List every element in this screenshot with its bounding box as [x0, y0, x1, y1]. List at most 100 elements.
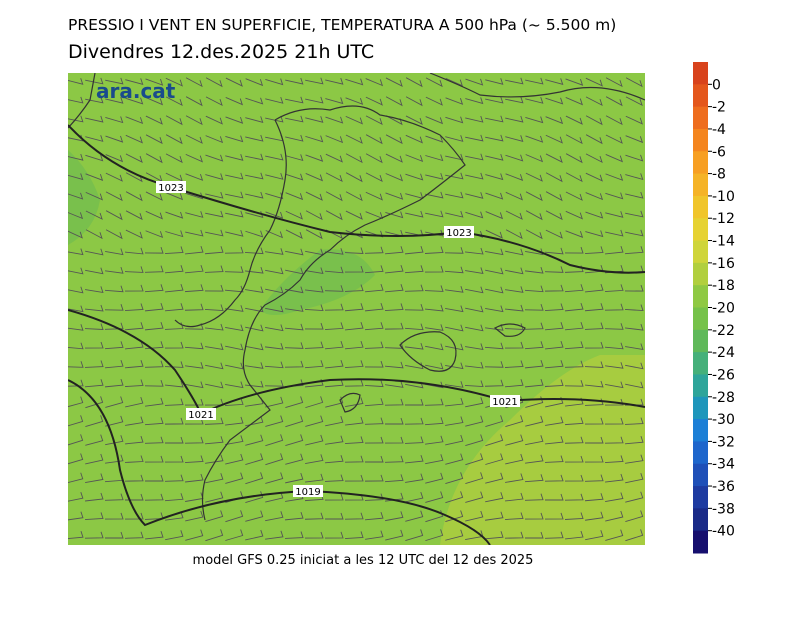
colorbar-segment [693, 84, 708, 108]
colorbar-segment [693, 508, 708, 532]
wind-barb [524, 341, 544, 350]
wind-barb [104, 359, 124, 369]
wind-barb [584, 303, 604, 312]
wind-barb [364, 493, 384, 501]
wind-barb [265, 248, 284, 255]
wind-barb [385, 153, 403, 163]
wind-barb [465, 491, 484, 503]
wind-barb [245, 266, 264, 274]
wind-barb [185, 211, 204, 218]
wind-barb [305, 191, 323, 201]
wind-barb [465, 286, 484, 294]
wind-barb [205, 135, 224, 144]
wind-barb [85, 115, 104, 123]
wind-barb [68, 324, 84, 331]
isobar-labels: 1023 1023 1021 1021 1019 [156, 181, 520, 498]
wind-barb [105, 229, 123, 240]
wind-barb [225, 97, 244, 106]
isobar [68, 124, 645, 274]
temperature-zone [260, 249, 375, 315]
wind-barb [104, 512, 124, 520]
wind-barb [225, 453, 244, 465]
wind-barb [105, 135, 124, 143]
wind-barb [85, 77, 104, 85]
wind-barb [604, 417, 624, 425]
wind-barb [304, 360, 324, 369]
isobar-label: 1021 [188, 410, 213, 421]
wind-barb [485, 173, 504, 181]
wind-barb [185, 473, 204, 483]
wind-barb [385, 529, 404, 541]
wind-barb [85, 229, 103, 240]
colorbar-label: -28 [712, 390, 735, 406]
wind-barb [68, 230, 83, 239]
wind-barb [564, 455, 584, 463]
wind-barb [105, 210, 123, 221]
coastline [68, 73, 96, 129]
wind-barb [604, 245, 624, 255]
wind-barb [85, 304, 104, 312]
wind-barb [185, 192, 204, 200]
wind-barb [324, 341, 344, 350]
wind-barb [205, 323, 224, 331]
wind-barb [345, 416, 364, 426]
wind-barb [144, 321, 164, 331]
wind-barb [444, 247, 464, 254]
wind-barb [144, 360, 164, 368]
wind-barb [485, 153, 504, 161]
wind-barb [205, 154, 224, 162]
wind-barb [245, 472, 264, 485]
wind-barb [224, 246, 244, 254]
wind-barb [145, 78, 164, 86]
wind-barb [505, 210, 523, 220]
wind-barb [525, 415, 544, 427]
wind-barb [585, 153, 603, 164]
wind-barb [285, 434, 304, 446]
wind-barb [364, 380, 384, 388]
wind-barb [425, 324, 444, 331]
wind-barb [405, 362, 424, 370]
wind-barb [445, 343, 464, 351]
isobar-label: 1019 [295, 487, 320, 498]
wind-barb [445, 77, 463, 87]
wind-barb [205, 191, 224, 199]
wind-barb [405, 210, 424, 218]
wind-barb [185, 115, 203, 126]
wind-barb [305, 210, 323, 221]
wind-barb [68, 361, 84, 368]
wind-barb [545, 416, 564, 426]
wind-barb [165, 77, 183, 87]
wind-barb [625, 210, 644, 218]
wind-barb [85, 135, 104, 142]
wind-barb [144, 474, 164, 482]
wind-barb [85, 492, 104, 502]
wind-barb [524, 493, 544, 501]
wind-barb [584, 322, 604, 330]
wind-barb [305, 267, 324, 275]
wind-barb [224, 266, 244, 273]
wind-barb [245, 191, 264, 199]
wind-barb [545, 153, 563, 163]
colorbar-label: -12 [712, 211, 735, 227]
wind-barb [145, 115, 163, 125]
wind-barb [245, 153, 264, 161]
wind-barb [265, 173, 284, 180]
wind-barb [285, 453, 304, 465]
wind-barb [364, 246, 384, 254]
wind-barb [324, 266, 344, 274]
wind-barb [525, 172, 543, 182]
isobar [68, 309, 645, 416]
isobar [68, 379, 491, 545]
wind-barb [425, 116, 444, 125]
wind-barb [104, 341, 124, 350]
wind-barb [304, 322, 324, 330]
wind-barb [324, 285, 344, 292]
colorbar-label: -10 [712, 189, 735, 205]
wind-barb [204, 246, 224, 255]
wind-barb [324, 303, 344, 311]
wind-barb [164, 493, 184, 502]
wind-barb [304, 304, 324, 312]
colorbar-label: -2 [712, 100, 726, 116]
wind-barb [145, 210, 163, 220]
wind-barb [544, 379, 564, 387]
